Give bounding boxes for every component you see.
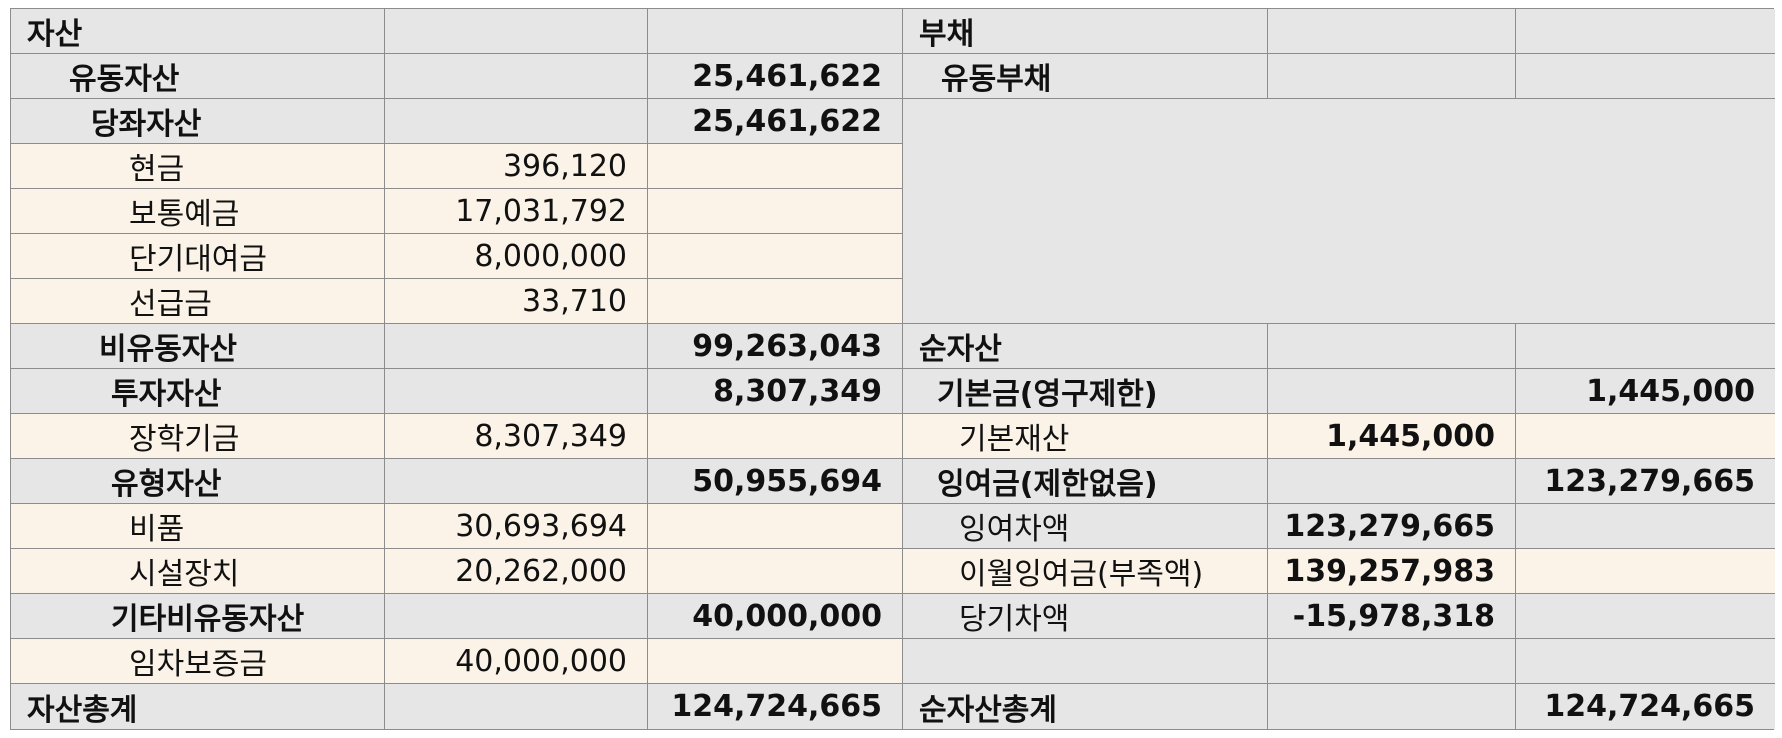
empty-cell bbox=[385, 99, 648, 144]
empty-cell bbox=[1516, 504, 1775, 549]
empty-cell bbox=[385, 324, 648, 369]
tangible-assets-total: 50,955,694 bbox=[648, 459, 903, 504]
empty-cell bbox=[648, 189, 903, 234]
carried-surplus-value: 139,257,983 bbox=[1268, 549, 1516, 594]
net-assets-header: 순자산 bbox=[903, 324, 1268, 369]
short-loans-value: 8,000,000 bbox=[385, 234, 648, 279]
empty-cell bbox=[648, 9, 903, 54]
current-diff-label: 당기차액 bbox=[903, 594, 1268, 639]
empty-cell bbox=[1268, 369, 1516, 414]
empty-cell bbox=[648, 639, 903, 684]
tangible-assets-label: 유형자산 bbox=[11, 459, 385, 504]
cash-label: 현금 bbox=[11, 144, 385, 189]
prepayments-value: 33,710 bbox=[385, 279, 648, 324]
empty-cell bbox=[1516, 594, 1775, 639]
noncurrent-assets-label: 비유동자산 bbox=[11, 324, 385, 369]
surplus-total: 123,279,665 bbox=[1516, 459, 1775, 504]
empty-cell bbox=[385, 684, 648, 729]
assets-total-value: 124,724,665 bbox=[648, 684, 903, 729]
noncurrent-assets-total: 99,263,043 bbox=[648, 324, 903, 369]
current-assets-total: 25,461,622 bbox=[648, 54, 903, 99]
endowment-total: 1,445,000 bbox=[1516, 369, 1775, 414]
empty-cell bbox=[1268, 54, 1516, 99]
empty-cell bbox=[385, 54, 648, 99]
basic-property-label: 기본재산 bbox=[903, 414, 1268, 459]
cash-value: 396,120 bbox=[385, 144, 648, 189]
facilities-value: 20,262,000 bbox=[385, 549, 648, 594]
prepayments-label: 선급금 bbox=[11, 279, 385, 324]
deposits-value: 17,031,792 bbox=[385, 189, 648, 234]
empty-cell bbox=[648, 144, 903, 189]
empty-cell bbox=[1516, 54, 1775, 99]
empty-cell bbox=[1516, 9, 1775, 54]
assets-header: 자산 bbox=[11, 9, 385, 54]
empty-cell bbox=[385, 9, 648, 54]
empty-cell bbox=[648, 504, 903, 549]
lease-deposit-label: 임차보증금 bbox=[11, 639, 385, 684]
merged-blank-area bbox=[903, 99, 1775, 324]
quick-assets-total: 25,461,622 bbox=[648, 99, 903, 144]
short-loans-label: 단기대여금 bbox=[11, 234, 385, 279]
empty-cell bbox=[385, 594, 648, 639]
empty-cell bbox=[648, 234, 903, 279]
empty-cell bbox=[903, 639, 1268, 684]
deposits-label: 보통예금 bbox=[11, 189, 385, 234]
current-liabilities-label: 유동부채 bbox=[903, 54, 1268, 99]
net-assets-total-label: 순자산총계 bbox=[903, 684, 1268, 729]
empty-cell bbox=[1268, 324, 1516, 369]
scholarship-fund-value: 8,307,349 bbox=[385, 414, 648, 459]
supplies-label: 비품 bbox=[11, 504, 385, 549]
empty-cell bbox=[1268, 9, 1516, 54]
balance-sheet-table: 자산 부채 유동자산 25,461,622 유동부채 당좌자산 25,461,6… bbox=[10, 8, 1775, 730]
other-noncurrent-total: 40,000,000 bbox=[648, 594, 903, 639]
empty-cell bbox=[648, 414, 903, 459]
scholarship-fund-label: 장학기금 bbox=[11, 414, 385, 459]
lease-deposit-value: 40,000,000 bbox=[385, 639, 648, 684]
investment-assets-total: 8,307,349 bbox=[648, 369, 903, 414]
current-diff-value: -15,978,318 bbox=[1268, 594, 1516, 639]
other-noncurrent-label: 기타비유동자산 bbox=[11, 594, 385, 639]
empty-cell bbox=[1268, 684, 1516, 729]
current-assets-label: 유동자산 bbox=[11, 54, 385, 99]
facilities-label: 시설장치 bbox=[11, 549, 385, 594]
assets-total-label: 자산총계 bbox=[11, 684, 385, 729]
empty-cell bbox=[1268, 639, 1516, 684]
supplies-value: 30,693,694 bbox=[385, 504, 648, 549]
basic-property-value: 1,445,000 bbox=[1268, 414, 1516, 459]
net-assets-total-value: 124,724,665 bbox=[1516, 684, 1775, 729]
empty-cell bbox=[1516, 324, 1775, 369]
endowment-label: 기본금(영구제한) bbox=[903, 369, 1268, 414]
empty-cell bbox=[385, 369, 648, 414]
carried-surplus-label: 이월잉여금(부족액) bbox=[903, 549, 1268, 594]
empty-cell bbox=[1268, 459, 1516, 504]
investment-assets-label: 투자자산 bbox=[11, 369, 385, 414]
empty-cell bbox=[648, 279, 903, 324]
surplus-label: 잉여금(제한없음) bbox=[903, 459, 1268, 504]
empty-cell bbox=[1516, 639, 1775, 684]
empty-cell bbox=[648, 549, 903, 594]
surplus-diff-value: 123,279,665 bbox=[1268, 504, 1516, 549]
liabilities-header: 부채 bbox=[903, 9, 1268, 54]
surplus-diff-label: 잉여차액 bbox=[903, 504, 1268, 549]
quick-assets-label: 당좌자산 bbox=[11, 99, 385, 144]
empty-cell bbox=[385, 459, 648, 504]
empty-cell bbox=[1516, 549, 1775, 594]
empty-cell bbox=[1516, 414, 1775, 459]
